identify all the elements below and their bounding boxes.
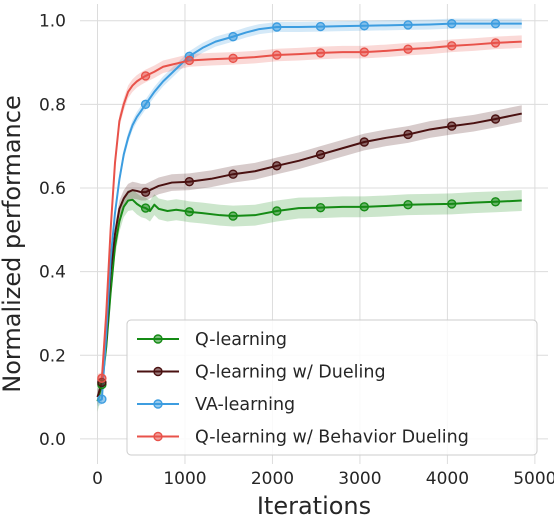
y-tick-label: 0.2 [39,346,66,366]
legend-label: Q-learning [195,330,287,350]
y-tick-label: 1.0 [39,12,66,32]
marker-3 [447,41,457,51]
legend-label: VA-learning [195,395,295,415]
legend-swatch-marker [153,399,163,409]
marker-3 [184,55,195,66]
marker-0 [315,202,326,213]
marker-2 [359,21,369,31]
x-tick-label: 3000 [338,469,381,489]
y-tick-label: 0.0 [39,430,66,450]
x-tick-label: 1000 [163,469,206,489]
marker-0 [228,211,238,221]
marker-0 [140,203,151,213]
marker-0 [403,200,413,210]
marker-1 [359,137,369,147]
band-0 [97,189,522,412]
marker-2 [447,18,457,29]
legend-swatch-marker [153,431,163,442]
marker-1 [272,161,282,171]
marker-3 [315,48,326,58]
marker-2 [97,394,107,404]
marker-1 [184,177,195,187]
legend-label: Q-learning w/ Behavior Dueling [195,428,469,448]
marker-1 [490,114,501,124]
marker-3 [97,373,107,383]
marker-3 [490,38,501,48]
y-tick-label: 0.6 [39,179,66,199]
marker-2 [140,99,151,110]
marker-3 [140,71,151,81]
line-2 [97,22,522,403]
y-tick-label: 0.8 [39,95,66,115]
x-tick-label: 2000 [251,469,294,489]
legend-box [126,319,538,456]
legend-swatch-marker [153,366,163,377]
x-axis-label: Iterations [257,492,371,518]
marker-3 [272,50,282,60]
marker-1 [447,121,457,131]
marker-1 [228,169,238,179]
y-tick-label: 0.4 [39,263,66,283]
x-tick-label: 4000 [426,469,469,489]
marker-2 [315,21,326,32]
marker-3 [403,44,413,54]
marker-3 [228,53,238,64]
marker-1 [403,129,413,140]
marker-1 [315,149,326,160]
tick-labels: 0 1000 2000 3000 4000 5000 0.0 0.2 0.4 0.6 0.8 1.0 [39,12,554,489]
marker-2 [490,18,501,29]
marker-2 [228,31,238,42]
marker-1 [140,187,151,197]
x-tick-label: 5000 [513,469,554,489]
legend-swatch-marker [153,334,163,344]
marker-0 [490,197,501,207]
marker-0 [447,199,457,209]
legend-label: Q-learning w/ Dueling [195,363,386,383]
legend: Q-learning Q-learning w/ Dueling VA-learni… [126,319,538,456]
y-axis-label: Normalized performance [0,95,26,392]
series-markers [97,18,501,404]
x-tick-label: 0 [92,469,103,489]
marker-3 [359,47,369,57]
marker-0 [272,206,282,216]
marker-0 [184,207,195,217]
marker-0 [359,202,369,212]
marker-2 [272,22,282,32]
marker-2 [403,20,413,30]
